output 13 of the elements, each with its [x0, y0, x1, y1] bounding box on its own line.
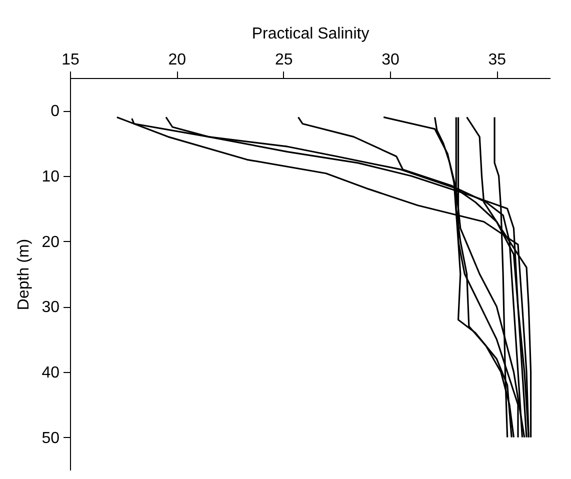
y-axis-title: Depth (m)	[16, 238, 33, 310]
x-tick-label: 20	[168, 52, 186, 68]
y-tick-label: 20	[42, 234, 60, 251]
x-tick-label: 30	[382, 52, 400, 68]
x-axis-title: Practical Salinity	[252, 26, 370, 42]
y-tick-label: 40	[42, 364, 60, 382]
y-tick-label: 0	[50, 103, 60, 120]
y-tick-label: 10	[42, 168, 60, 186]
y-tick-label: 30	[42, 299, 60, 316]
x-tick-label: 25	[274, 52, 293, 68]
x-tick-label: 15	[62, 52, 80, 68]
x-tick-label: 35	[488, 52, 506, 68]
y-tick-label: 50	[42, 430, 60, 447]
